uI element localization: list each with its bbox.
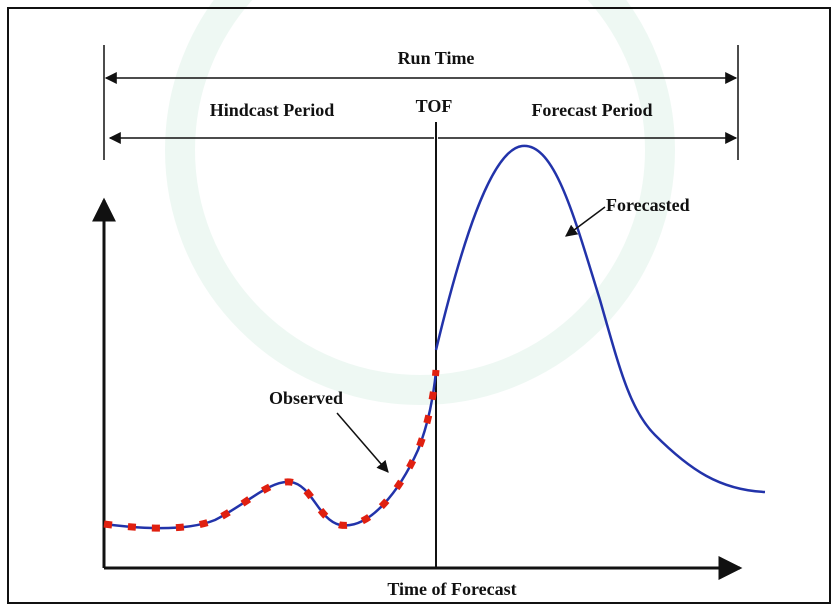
hindcast-label: Hindcast Period (210, 100, 335, 120)
run-time-label: Run Time (398, 48, 475, 68)
observed-markers (103, 369, 440, 532)
forecast-label: Forecast Period (531, 100, 652, 120)
forecasted-pointer (565, 206, 606, 237)
frame (7, 7, 831, 604)
tof-label: TOF (416, 96, 453, 116)
observed-label: Observed (269, 388, 343, 408)
forecasted-label: Forecasted (606, 195, 690, 215)
x-axis-label: Time of Forecast (387, 579, 516, 599)
watermark (165, 0, 675, 405)
forecast-curve (434, 144, 766, 494)
observed-pointer (336, 412, 389, 473)
